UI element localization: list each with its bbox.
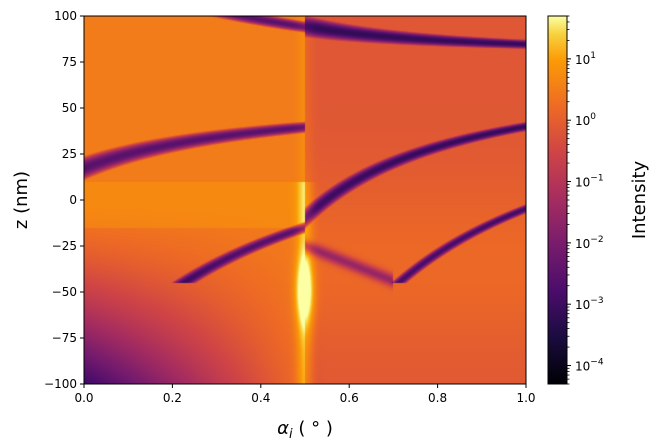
x-tick-label: 0.4 bbox=[251, 391, 270, 405]
y-tick-label: −75 bbox=[52, 331, 77, 345]
x-tick-label: 0.0 bbox=[74, 391, 93, 405]
x-axis: 0.0 0.2 0.4 0.6 0.8 1.0 bbox=[74, 384, 536, 405]
y-tick-label: 0 bbox=[69, 193, 77, 207]
y-tick-label: −25 bbox=[52, 239, 77, 253]
x-tick-label: 0.8 bbox=[428, 391, 447, 405]
y-tick-label: 25 bbox=[62, 147, 77, 161]
x-tick-label: 1.0 bbox=[516, 391, 535, 405]
colorbar: 101 100 10−1 10−2 10−3 10−4 bbox=[547, 15, 604, 385]
x-tick-label: 0.6 bbox=[340, 391, 359, 405]
y-tick-label: 100 bbox=[54, 9, 77, 23]
x-axis-label: αi ( ° ) bbox=[277, 418, 333, 442]
x-axis-label-subscript: i bbox=[289, 427, 293, 442]
colorbar-tick-label: 10−1 bbox=[575, 174, 604, 190]
x-tick-label: 0.2 bbox=[163, 391, 182, 405]
colorbar-tick-label: 10−3 bbox=[575, 296, 604, 312]
y-tick-label: −50 bbox=[52, 285, 77, 299]
colorbar-tick-label: 100 bbox=[575, 112, 596, 128]
colorbar-fill bbox=[548, 16, 567, 384]
colorbar-tick-label: 10−2 bbox=[575, 235, 604, 251]
colorbar-ticks: 101 100 10−1 10−2 10−3 10−4 bbox=[567, 15, 604, 385]
x-axis-label-symbol: α bbox=[277, 418, 289, 439]
y-tick-label: 75 bbox=[62, 55, 77, 69]
y-axis-label: z (nm) bbox=[11, 171, 32, 229]
colorbar-tick-label: 10−4 bbox=[575, 358, 604, 374]
heatmap-image bbox=[84, 16, 526, 384]
plot-area bbox=[83, 15, 527, 385]
x-axis-label-unit: ( ° ) bbox=[293, 418, 333, 439]
colorbar-tick-label: 101 bbox=[575, 51, 596, 67]
colorbar-label: Intensity bbox=[629, 160, 650, 239]
y-tick-label: 50 bbox=[62, 101, 77, 115]
y-axis: 100 75 50 25 0 −25 −50 −75 −100 bbox=[44, 9, 84, 391]
y-tick-label: −100 bbox=[44, 377, 77, 391]
